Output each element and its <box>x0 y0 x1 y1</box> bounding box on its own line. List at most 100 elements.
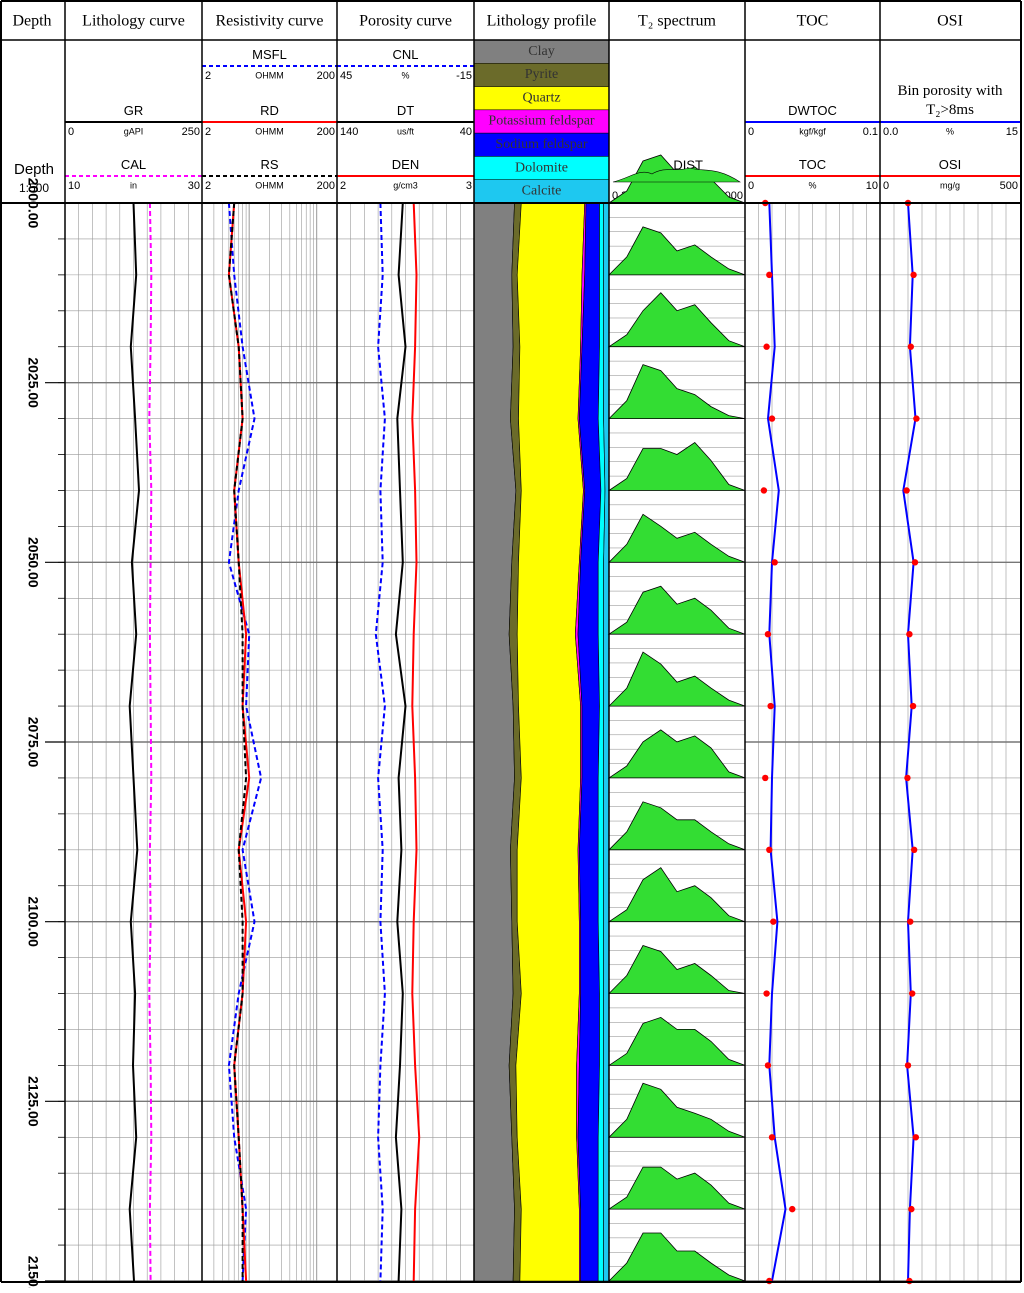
curve-scale-max: 200 <box>317 70 335 82</box>
curve-point <box>764 631 772 638</box>
curve-point <box>768 1134 776 1141</box>
t2-spectrum <box>607 729 746 779</box>
t2-spectrum <box>608 513 746 563</box>
curve-scale-min: 0 <box>883 180 889 192</box>
curve-point <box>904 774 911 782</box>
curve-point <box>913 415 920 422</box>
track-title: TOC <box>797 13 829 30</box>
curve-point <box>903 487 910 494</box>
curve-scale-min: 2 <box>205 180 211 192</box>
lithology-area <box>515 202 586 1282</box>
curve-scale-max: 3 <box>466 180 472 192</box>
t2-spectrum <box>608 1082 746 1138</box>
curve-name-box: CNL <box>392 47 418 62</box>
lithology-area <box>603 202 610 1282</box>
curve-point <box>764 1062 772 1069</box>
curve-line <box>128 202 141 1282</box>
curve-unit: % <box>401 70 409 80</box>
curve-unit: % <box>946 126 954 136</box>
curve-name: DWTOC <box>788 103 837 118</box>
curve-unit: g/cm3 <box>393 180 418 190</box>
curve-scale-min: 45 <box>340 70 352 82</box>
depth-tick-label: 2050.00 <box>25 537 41 588</box>
curve-name-box: MSFL <box>252 47 287 62</box>
track-title: OSI <box>937 13 963 30</box>
depth-tick-label: 2025.00 <box>25 357 41 408</box>
curve-name-box: CAL <box>121 157 146 172</box>
curve-name: OSI <box>938 157 962 172</box>
curve-name: TOC <box>798 157 827 172</box>
depth-tick-label: 2150.00 <box>25 1256 41 1288</box>
depth-scale: 1:500 <box>19 181 49 195</box>
curve-scale-min: 2 <box>340 180 346 192</box>
curve-name: DEN <box>391 157 420 172</box>
curve-scale-max: 500 <box>1000 180 1018 192</box>
curve-name-box: DT <box>396 103 415 118</box>
curve-scale-min: 10 <box>68 180 80 192</box>
curve-name: DT <box>396 103 415 118</box>
curve-unit: OHMM <box>255 126 284 136</box>
curve-unit: % <box>808 180 816 190</box>
curve-line <box>148 202 153 1282</box>
curve-scale-min: 2 <box>205 70 211 82</box>
curve-unit: mg/g <box>940 180 960 190</box>
track-title: Lithology curve <box>82 13 185 30</box>
depth-tick-label: 2075.00 <box>25 717 41 768</box>
curve-unit: kgf/kgf <box>799 126 826 136</box>
curve-name: RD <box>260 103 279 118</box>
curve-name: Bin porosity with T₂>8ms <box>897 83 1003 118</box>
curve-line <box>227 202 263 1282</box>
curve-line <box>766 202 787 1282</box>
curve-scale-max: 250 <box>182 126 200 138</box>
curve-scale-max: 200 <box>317 180 335 192</box>
t2-spectrum <box>607 1016 746 1066</box>
depth-tick-label: 2100.00 <box>25 896 41 947</box>
curve-point <box>904 1062 912 1069</box>
curve-unit: OHMM <box>255 70 284 80</box>
curve-scale-max: 10 <box>866 180 878 192</box>
curve-point <box>762 774 769 782</box>
curve-name-box: Bin porosity with T₂>8ms <box>897 83 1003 118</box>
curve-line <box>411 202 421 1282</box>
curve-name-box: OSI <box>938 157 962 172</box>
track-title: T₂ spectrum <box>638 13 717 30</box>
t2-spectrum <box>607 585 746 635</box>
curve-name: MSFL <box>252 47 287 62</box>
depth-tick-label: 2125.00 <box>25 1076 41 1127</box>
curve-scale-min: 0 <box>68 126 74 138</box>
curve-point <box>909 702 917 710</box>
curve-unit: gAPI <box>124 126 144 136</box>
curve-name-box: RS <box>260 157 279 172</box>
curve-point <box>767 702 774 710</box>
curve-unit: in <box>130 180 137 190</box>
curve-name: RS <box>260 157 279 172</box>
curve-line <box>902 202 917 1282</box>
column-title: Depth <box>12 13 51 30</box>
curve-scale-min: 2 <box>205 126 211 138</box>
curve-point <box>910 271 917 279</box>
curve-unit: us/ft <box>397 126 415 136</box>
curve-scale-min: 0.0 <box>883 126 898 138</box>
t2-spectrum <box>608 364 746 419</box>
legend-label: Dolomite <box>515 160 568 175</box>
t2-spectrum <box>608 226 746 276</box>
curve-name-box: DWTOC <box>788 103 837 118</box>
curve-point <box>760 487 768 494</box>
legend-label: Potassium feldspar <box>488 114 594 129</box>
curve-point <box>909 990 916 997</box>
curve-point <box>763 343 770 350</box>
t2-spectrum <box>608 651 746 707</box>
curve-point <box>912 1134 920 1141</box>
t2-header-icon <box>612 167 741 183</box>
curve-point <box>907 918 914 925</box>
t2-spectrum <box>607 441 746 491</box>
legend-label: Pyrite <box>525 67 558 82</box>
t2-spectrum <box>607 867 746 923</box>
track-title: Lithology profile <box>487 13 597 30</box>
t2-spectrum <box>608 1232 746 1282</box>
curve-point <box>766 846 773 853</box>
legend-label: Clay <box>528 44 554 59</box>
curve-point <box>766 271 773 279</box>
curve-scale-max: 15 <box>1006 126 1018 138</box>
